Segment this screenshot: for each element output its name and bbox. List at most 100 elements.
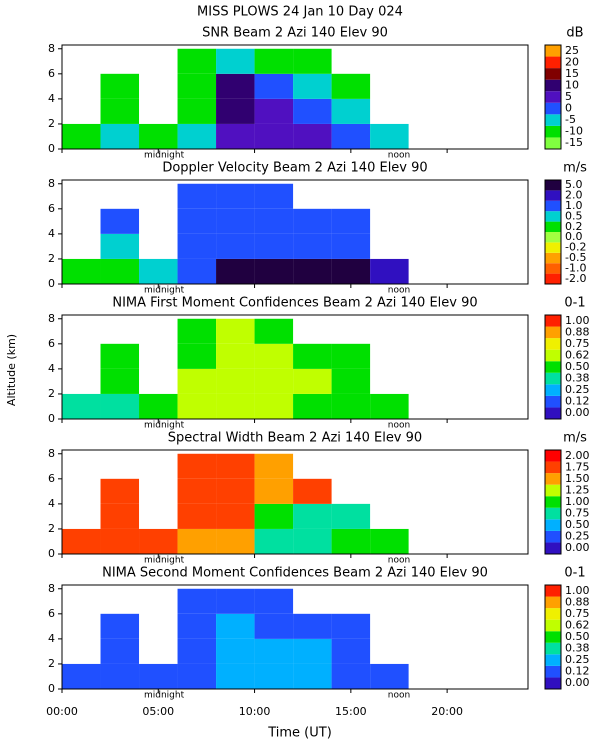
heat-cell — [177, 233, 217, 259]
colorbar-label: 15 — [565, 67, 579, 80]
panel-title: Doppler Velocity Beam 2 Azi 140 Elev 90 — [162, 161, 427, 176]
colorbar-label: 0.00 — [565, 406, 590, 419]
heat-cell — [216, 528, 255, 554]
colorbar-unit: m/s — [563, 161, 587, 176]
colorbar-label: 5.0 — [565, 178, 583, 191]
colorbar-label: 0.50 — [565, 360, 590, 373]
heat-cell — [177, 208, 217, 234]
y-tick-label: 0 — [48, 682, 55, 695]
colorbar-label: 1.75 — [565, 460, 590, 473]
heat-cell — [370, 123, 409, 149]
colorbar-label: 2.00 — [565, 449, 590, 462]
y-tick-label: 2 — [48, 387, 55, 400]
colorbar-box — [545, 642, 561, 655]
colorbar-box — [545, 68, 561, 80]
heat-cell — [293, 368, 332, 394]
annotation: midnight — [144, 286, 185, 296]
heat-cell — [216, 123, 255, 149]
colorbar-label: 0.50 — [565, 630, 590, 643]
colorbar-box — [545, 384, 561, 396]
colorbar-box — [545, 631, 561, 643]
x-tick-label: 10:00 — [239, 705, 271, 718]
heat-cell — [370, 528, 409, 554]
colorbar-label: 0.38 — [565, 372, 590, 385]
colorbar-unit: m/s — [563, 431, 587, 446]
colorbar-label: 0.75 — [565, 337, 590, 350]
heat-cell — [100, 638, 140, 664]
heat-cell — [62, 258, 101, 284]
colorbar-label: 0.12 — [565, 395, 590, 408]
heat-cell — [293, 343, 332, 369]
heat-cell — [331, 503, 371, 529]
plot-frame — [61, 44, 529, 150]
heat-cell — [254, 453, 294, 479]
y-tick-label: 6 — [48, 337, 55, 350]
colorbar-box — [545, 461, 561, 474]
colorbar-box — [545, 242, 561, 253]
heat-cell — [254, 258, 294, 284]
heat-cell — [293, 98, 332, 124]
heat-cell — [139, 123, 178, 149]
heat-cell — [177, 368, 217, 394]
heat-cell — [331, 208, 371, 234]
heat-cell — [331, 98, 371, 124]
heat-cell — [139, 528, 178, 554]
heat-cell — [254, 318, 294, 344]
colorbar-label: 0.62 — [565, 618, 590, 631]
colorbar-box — [545, 395, 561, 408]
y-tick-label: 4 — [48, 227, 55, 240]
heat-cell — [216, 208, 255, 234]
annotation: midnight — [144, 151, 185, 161]
heat-cell — [331, 528, 371, 554]
y-tick-label: 8 — [48, 312, 55, 325]
heat-cell — [293, 123, 332, 149]
colorbar-label: 1.00 — [565, 584, 590, 597]
heat-cell — [293, 638, 332, 664]
heat-cell — [254, 528, 294, 554]
colorbar-box — [545, 338, 561, 350]
colorbar-label: 0.25 — [565, 383, 590, 396]
colorbar-frame — [544, 179, 562, 285]
heat-cell — [100, 258, 140, 284]
plot-frame — [61, 179, 529, 285]
heat-cell — [216, 73, 255, 99]
heat-cell — [139, 663, 178, 689]
annotation: noon — [388, 556, 410, 566]
heat-cell — [216, 478, 255, 504]
heat-cell — [139, 258, 178, 284]
panel-title: SNR Beam 2 Azi 140 Elev 90 — [202, 26, 388, 41]
colorbar-box — [545, 542, 561, 554]
heat-cell — [100, 123, 140, 149]
colorbar-label: 0.12 — [565, 665, 590, 678]
heat-cell — [331, 393, 371, 419]
colorbar-box — [545, 496, 561, 508]
panel-title: NIMA Second Moment Confidences Beam 2 Az… — [102, 566, 488, 581]
y-tick-label: 8 — [48, 42, 55, 55]
heat-cell — [331, 613, 371, 639]
colorbar-box — [545, 263, 561, 274]
colorbar-box — [545, 361, 561, 373]
colorbar-label: 0.38 — [565, 642, 590, 655]
heat-cell — [139, 393, 178, 419]
y-tick-label: 0 — [48, 412, 55, 425]
colorbar-box — [545, 349, 561, 362]
colorbar-box — [545, 654, 561, 666]
colorbar-label: 0.50 — [565, 518, 590, 531]
colorbar-label: -1.0 — [565, 261, 586, 274]
colorbar-label: -5 — [565, 113, 576, 126]
heat-cell — [216, 588, 255, 614]
x-tick-label: 15:00 — [335, 705, 367, 718]
heat-cell — [293, 258, 332, 284]
plot-frame — [61, 584, 529, 690]
heat-cell — [254, 503, 294, 529]
heat-cell — [177, 503, 217, 529]
figure-title: MISS PLOWS 24 Jan 10 Day 024 — [197, 5, 403, 20]
colorbar-frame — [544, 314, 562, 420]
heat-cell — [216, 613, 255, 639]
heat-cell — [216, 368, 255, 394]
colorbar-label: 1.00 — [565, 495, 590, 508]
colorbar-box — [545, 102, 561, 115]
heat-cell — [216, 638, 255, 664]
annotation: noon — [388, 421, 410, 431]
heat-cell — [331, 233, 371, 259]
